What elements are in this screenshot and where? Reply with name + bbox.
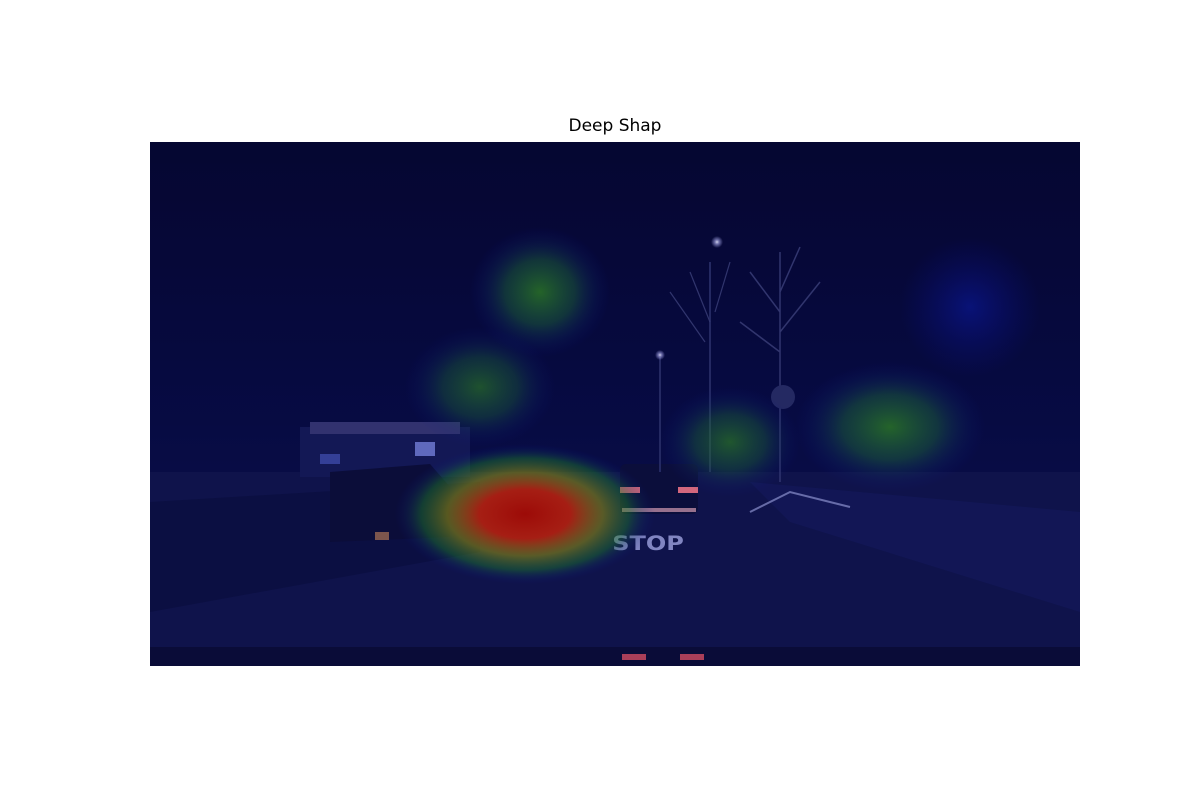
bare-tree-branches bbox=[669, 261, 731, 343]
heat-blob-red bbox=[395, 444, 655, 584]
store-window bbox=[320, 454, 340, 464]
heat-blob-blue bbox=[900, 237, 1040, 377]
heat-blob-green bbox=[470, 227, 610, 357]
street-light bbox=[655, 350, 665, 360]
heat-blob-green bbox=[405, 327, 555, 447]
lane-marking bbox=[749, 490, 851, 513]
heatmap-image: STOP bbox=[150, 142, 1080, 666]
right-sidewalk bbox=[750, 482, 1080, 612]
heat-blob-green bbox=[795, 362, 985, 492]
dashboard-light bbox=[622, 654, 646, 660]
bare-tree bbox=[739, 246, 821, 482]
car-reflection bbox=[622, 508, 696, 512]
street-light bbox=[711, 236, 723, 248]
tail-light bbox=[678, 487, 698, 493]
car-light bbox=[375, 532, 389, 540]
store-window bbox=[415, 442, 435, 456]
dashboard bbox=[150, 647, 1080, 666]
heat-blob-green bbox=[660, 387, 800, 497]
dashboard-light bbox=[680, 654, 704, 660]
figure-title: Deep Shap bbox=[568, 116, 662, 136]
